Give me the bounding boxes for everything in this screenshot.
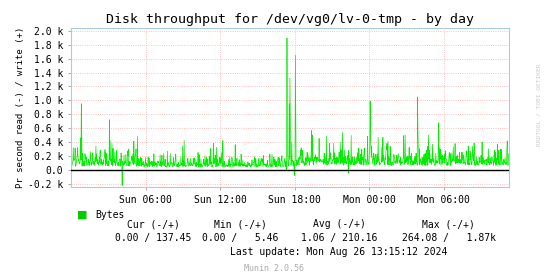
Y-axis label: Pr second read (-) / write (+): Pr second read (-) / write (+) bbox=[16, 27, 26, 188]
Text: Cur (-/+): Cur (-/+) bbox=[127, 219, 179, 229]
Text: Avg (-/+): Avg (-/+) bbox=[313, 219, 365, 229]
Text: Min (-/+): Min (-/+) bbox=[214, 219, 267, 229]
Text: 0.00 / 137.45: 0.00 / 137.45 bbox=[115, 233, 191, 243]
Text: 1.06 / 210.16: 1.06 / 210.16 bbox=[301, 233, 377, 243]
Text: 264.08 /   1.87k: 264.08 / 1.87k bbox=[401, 233, 496, 243]
Title: Disk throughput for /dev/vg0/lv-0-tmp - by day: Disk throughput for /dev/vg0/lv-0-tmp - … bbox=[106, 13, 474, 26]
Text: Max (-/+): Max (-/+) bbox=[422, 219, 475, 229]
Text: Bytes: Bytes bbox=[96, 210, 125, 219]
Text: 0.00 /   5.46: 0.00 / 5.46 bbox=[202, 233, 279, 243]
Text: Munin 2.0.56: Munin 2.0.56 bbox=[243, 264, 304, 273]
Text: ■: ■ bbox=[77, 210, 87, 219]
Text: RRDTOOL / TOBI OETIKER: RRDTOOL / TOBI OETIKER bbox=[536, 63, 542, 146]
Text: Last update: Mon Aug 26 13:15:12 2024: Last update: Mon Aug 26 13:15:12 2024 bbox=[230, 247, 448, 257]
